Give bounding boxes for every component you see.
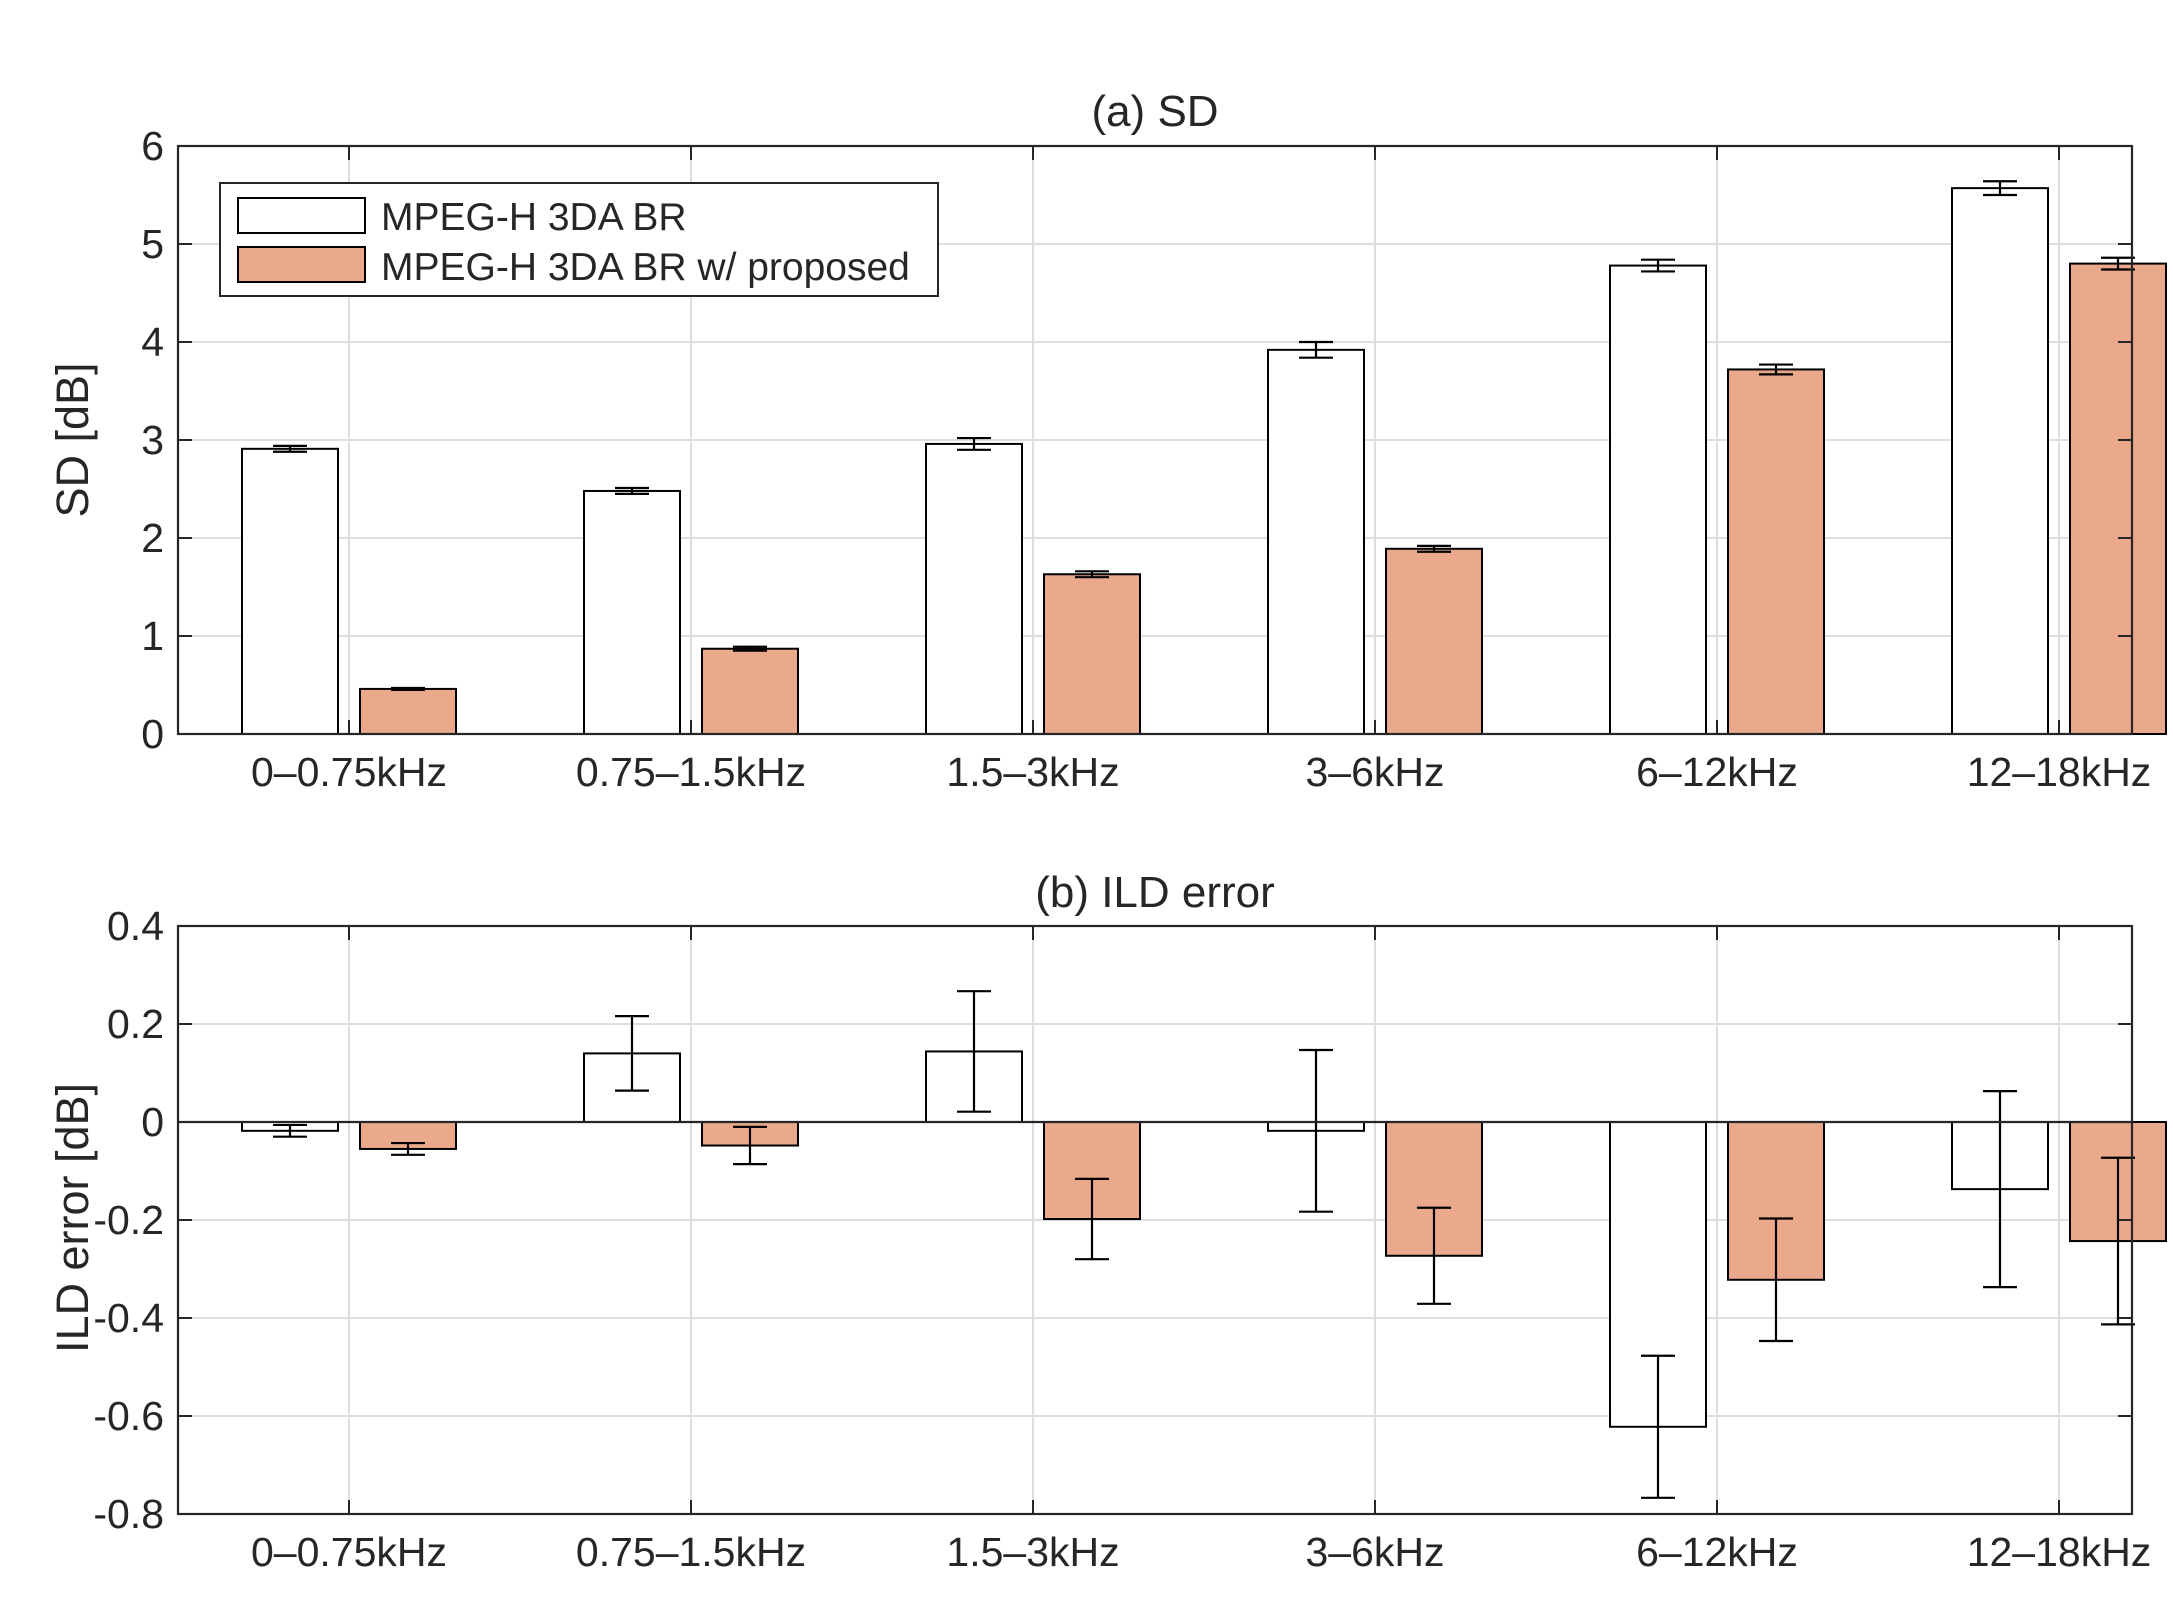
sd-y-tick-label: 6: [141, 123, 164, 169]
sd-x-tick-label: 3–6kHz: [1305, 749, 1444, 795]
ild-x-tick-label: 0–0.75kHz: [251, 1529, 447, 1575]
sd-x-tick-label: 6–12kHz: [1636, 749, 1798, 795]
sd-bar-series1-3: [1385, 547, 1483, 736]
ild-y-tick-label: 0.2: [107, 1001, 164, 1047]
sd-x-tick-labels: 0–0.75kHz 0.75–1.5kHz 1.5–3kHz 3–6kHz 6–12kH…: [251, 749, 2151, 795]
sd-x-tick-label: 12–18kHz: [1967, 749, 2152, 795]
sd-y-tick-label: 5: [141, 221, 164, 267]
legend-swatch-proposed: [237, 246, 366, 283]
sd-bar-series0-3: [1267, 348, 1365, 735]
ild-x-tick-label: 0.75–1.5kHz: [576, 1529, 806, 1575]
ild-y-tick-labels: -0.8 -0.6 -0.4 -0.2 0 0.2 0.4: [93, 903, 164, 1537]
ild-chart-title: (b) ILD error: [1035, 868, 1275, 917]
sd-y-axis-label: SD [dB]: [47, 362, 98, 517]
legend-swatch-mpegh: [237, 197, 366, 234]
sd-y-tick-label: 1: [141, 613, 164, 659]
sd-bar-series0-5: [1951, 187, 2049, 735]
ild-x-tick-labels: 0–0.75kHz 0.75–1.5kHz 1.5–3kHz 3–6kHz 6–12kH…: [251, 1529, 2151, 1575]
sd-y-tick-label: 0: [141, 711, 164, 757]
sd-y-tick-labels: 0 1 2 3 4 5 6: [141, 123, 164, 757]
sd-x-tick-label: 0.75–1.5kHz: [576, 749, 806, 795]
sd-bar-series0-2: [925, 442, 1023, 735]
ild-y-tick-label: -0.6: [93, 1393, 164, 1439]
sd-bar-series1-5: [2069, 262, 2167, 735]
legend-label-mpegh: MPEG-H 3DA BR: [381, 196, 687, 239]
sd-y-tick-label: 4: [141, 319, 164, 365]
sd-x-tick-label: 0–0.75kHz: [251, 749, 447, 795]
sd-bar-series1-2: [1043, 573, 1141, 736]
sd-x-tick-label: 1.5–3kHz: [946, 749, 1119, 795]
ild-x-tick-label: 12–18kHz: [1967, 1529, 2152, 1575]
ild-y-tick-label: 0: [141, 1099, 164, 1145]
sd-bar-series1-1: [701, 647, 799, 735]
legend: MPEG-H 3DA BR MPEG-H 3DA BR w/ proposed: [219, 182, 939, 297]
ild-bar-series1-4: [1727, 1121, 1825, 1281]
sd-error-bars: [273, 180, 2135, 692]
sd-bar-series1-0: [359, 687, 457, 735]
sd-bar-series0-0: [241, 447, 339, 735]
sd-y-tick-label: 3: [141, 417, 164, 463]
sd-bar-series0-4: [1609, 264, 1707, 735]
ild-axes: [176, 924, 2134, 1516]
ild-error-bars: [273, 990, 2135, 1499]
ild-y-tick-label: -0.2: [93, 1197, 164, 1243]
ild-y-tick-label: -0.4: [93, 1295, 164, 1341]
ild-x-tick-label: 3–6kHz: [1305, 1529, 1444, 1575]
sd-bars: [241, 187, 2167, 736]
ild-x-tick-label: 1.5–3kHz: [946, 1529, 1119, 1575]
ild-y-tick-label: 0.4: [107, 903, 164, 949]
ild-y-axis-label: ILD error [dB]: [47, 1083, 98, 1353]
legend-label-proposed: MPEG-H 3DA BR w/ proposed: [381, 246, 910, 289]
sd-y-tick-label: 2: [141, 515, 164, 561]
sd-bar-series0-1: [583, 489, 681, 735]
ild-x-tick-label: 6–12kHz: [1636, 1529, 1798, 1575]
sd-bar-series1-4: [1727, 368, 1825, 735]
sd-chart-title: (a) SD: [1091, 87, 1218, 136]
sd-chart: 0 1 2 3 4 5 6 0–0.75kHz 0.75–1.5kHz 1.5–3kHz 3–6k…: [47, 87, 2167, 795]
ild-error-chart: -0.8 -0.6 -0.4 -0.2 0 0.2 0.4 0–0.75kHz 0.75–1.…: [47, 868, 2167, 1575]
sd-axes: [176, 144, 2134, 736]
ild-y-tick-label: -0.8: [93, 1491, 164, 1537]
